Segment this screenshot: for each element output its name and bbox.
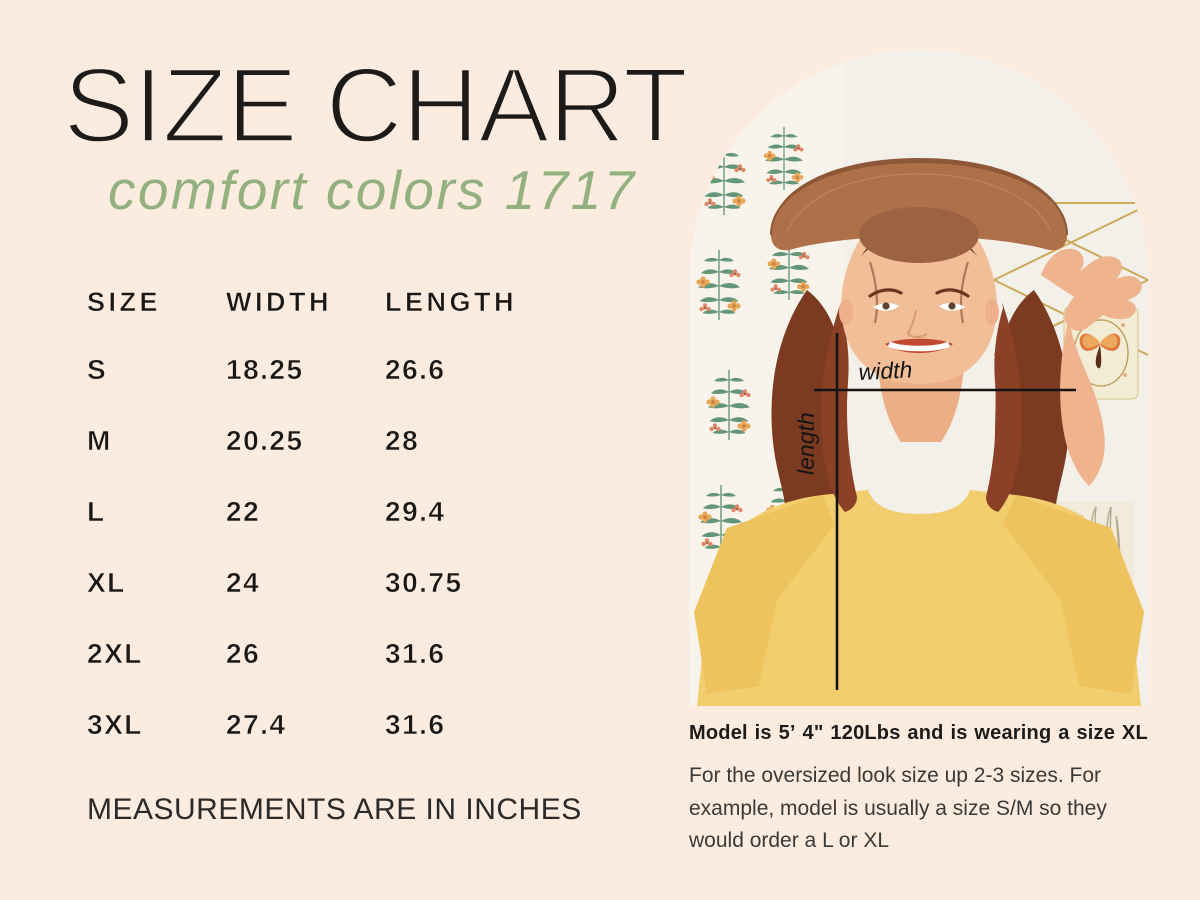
svg-text:length: length xyxy=(793,412,819,475)
svg-text:width: width xyxy=(858,356,913,385)
